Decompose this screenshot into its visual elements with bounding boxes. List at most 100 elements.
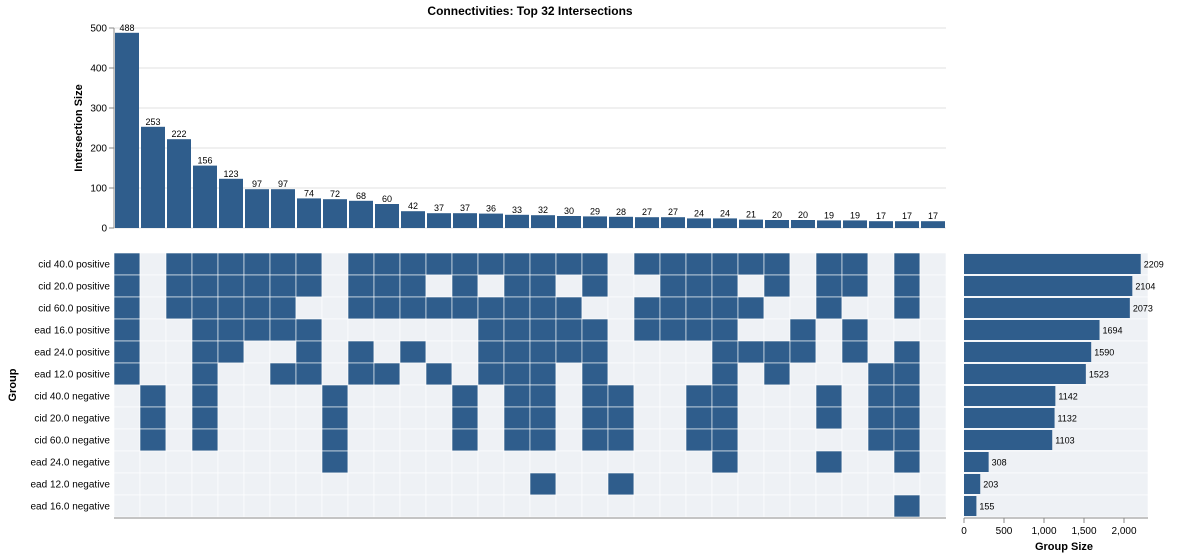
intersection-bar [895, 221, 919, 228]
intersection-bars: 0 100 200 300 400 500 488 253 222 156 123 97 97 74 72 6… [90, 23, 946, 235]
membership-cell-filled [893, 494, 921, 518]
membership-cell-empty [867, 296, 895, 320]
membership-cell-empty [607, 318, 635, 342]
membership-cell-filled [685, 428, 713, 452]
membership-cell-empty [789, 406, 817, 430]
membership-cell-filled [659, 274, 687, 298]
membership-cell-filled [685, 384, 713, 408]
group-size-bar [964, 386, 1056, 406]
membership-cell-empty [633, 494, 661, 518]
membership-cell-filled [815, 384, 843, 408]
membership-cell-filled [451, 384, 479, 408]
membership-cell-filled [555, 296, 583, 320]
group-size-label: 308 [992, 458, 1007, 468]
membership-cell-filled [347, 296, 375, 320]
membership-cell-filled [893, 450, 921, 474]
group-axis-title: Group [7, 368, 19, 401]
group-size-bar [964, 496, 977, 516]
membership-cell-empty [165, 340, 193, 364]
intersection-bar [349, 200, 373, 228]
membership-cell-empty [373, 318, 401, 342]
membership-cell-empty [685, 472, 713, 496]
membership-cell-empty [295, 296, 323, 320]
membership-cell-filled [763, 362, 791, 386]
membership-cell-empty [555, 450, 583, 474]
intersection-bar [297, 198, 321, 228]
group-label: cid 60.0 positive [38, 304, 110, 315]
membership-cell-filled [867, 384, 895, 408]
membership-cell-empty [737, 318, 765, 342]
membership-cell-filled [841, 340, 869, 364]
membership-cell-filled [581, 406, 609, 430]
membership-cell-filled [477, 340, 505, 364]
membership-cell-filled [737, 252, 765, 276]
membership-cell-filled [399, 252, 427, 276]
membership-cell-empty [789, 252, 817, 276]
membership-cell-empty [425, 472, 453, 496]
intersection-bar-label: 17 [876, 211, 886, 221]
membership-cell-filled [763, 252, 791, 276]
membership-cell-empty [555, 406, 583, 430]
group-size-label: 2209 [1144, 260, 1164, 270]
intersection-bar [375, 204, 399, 228]
membership-cell-empty [789, 296, 817, 320]
membership-cell-empty [555, 384, 583, 408]
membership-cell-empty [243, 406, 271, 430]
membership-cell-empty [477, 450, 505, 474]
intersection-bar-label: 24 [720, 208, 730, 218]
intersection-bar [453, 213, 477, 228]
membership-cell-empty [815, 362, 843, 386]
membership-cell-empty [425, 450, 453, 474]
membership-cell-empty [165, 362, 193, 386]
membership-cell-filled [581, 428, 609, 452]
intersection-bar-label: 17 [902, 211, 912, 221]
membership-cell-empty [893, 318, 921, 342]
membership-cell-filled [269, 318, 297, 342]
membership-cell-empty [165, 472, 193, 496]
membership-cell-empty [477, 274, 505, 298]
group-size-label: 1523 [1089, 370, 1109, 380]
membership-cell-filled [321, 450, 349, 474]
membership-cell-filled [633, 318, 661, 342]
intersection-bar-label: 27 [642, 207, 652, 217]
intersection-bar [531, 215, 555, 228]
membership-cell-empty [139, 472, 167, 496]
group-size-label: 1103 [1055, 436, 1074, 446]
group-size-bar [964, 276, 1133, 296]
membership-cell-filled [763, 274, 791, 298]
membership-cell-empty [295, 428, 323, 452]
membership-cell-filled [113, 252, 141, 276]
membership-cell-filled [451, 274, 479, 298]
membership-cell-filled [555, 318, 583, 342]
membership-cell-filled [269, 252, 297, 276]
membership-cell-empty [113, 450, 141, 474]
membership-cell-empty [165, 406, 193, 430]
intersection-bar [791, 220, 815, 228]
membership-cell-empty [659, 340, 687, 364]
membership-cell-empty [243, 362, 271, 386]
membership-cell-filled [737, 296, 765, 320]
membership-cell-empty [763, 472, 791, 496]
membership-cell-filled [815, 450, 843, 474]
membership-cell-empty [217, 450, 245, 474]
membership-cell-filled [659, 318, 687, 342]
membership-cell-empty [737, 494, 765, 518]
membership-cell-filled [191, 428, 219, 452]
membership-cell-empty [217, 362, 245, 386]
membership-cell-filled [867, 406, 895, 430]
membership-cell-empty [373, 494, 401, 518]
membership-cell-empty [503, 450, 531, 474]
membership-cell-filled [451, 406, 479, 430]
membership-cell-empty [633, 406, 661, 430]
membership-cell-filled [893, 406, 921, 430]
membership-cell-empty [321, 494, 349, 518]
membership-cell-filled [529, 406, 557, 430]
membership-cell-empty [919, 362, 947, 386]
membership-cell-empty [867, 450, 895, 474]
membership-cell-empty [373, 428, 401, 452]
y-tick-label: 0 [101, 224, 107, 235]
membership-cell-filled [503, 340, 531, 364]
membership-cell-filled [893, 340, 921, 364]
membership-cell-empty [113, 428, 141, 452]
membership-cell-filled [529, 340, 557, 364]
